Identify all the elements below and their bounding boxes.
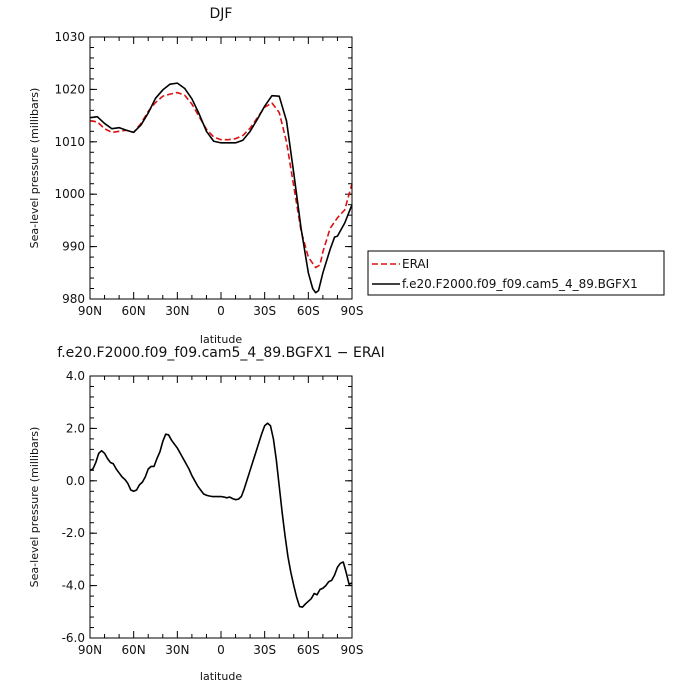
y-tick-label: 2.0 <box>66 421 85 435</box>
bottom-plot-frame <box>89 375 353 639</box>
x-tick-label: 30N <box>165 304 189 318</box>
legend: ERAI f.e20.F2000.f09_f09.cam5_4_89.BGFX1 <box>367 250 665 296</box>
top-ticks: 90N 60N 30N 0 30S 60S 90S 980 990 1000 1010 1020 103… <box>54 30 363 318</box>
bottom-ticks: 90N 60N 30N 0 30S 60S 90S -6.0 -4.0 -2.0 0.0 2.0 4.0 <box>62 369 364 657</box>
x-tick-label: 60N <box>122 304 146 318</box>
x-tick-label: 30N <box>165 643 189 657</box>
x-tick-label: 30S <box>253 643 276 657</box>
x-tick-label: 60N <box>122 643 146 657</box>
bottom-title: f.e20.F2000.f09_f09.cam5_4_89.BGFX1 − ER… <box>57 345 384 361</box>
y-tick-label: 980 <box>62 292 85 306</box>
bottom-ylabel: Sea-level pressure (millibars) <box>28 427 41 588</box>
x-tick-label: 0 <box>217 643 225 657</box>
series-line-1-0 <box>89 422 353 608</box>
top-series-group <box>89 82 353 294</box>
x-tick-label: 30S <box>253 304 276 318</box>
legend-label-model: f.e20.F2000.f09_f09.cam5_4_89.BGFX1 <box>402 277 638 291</box>
y-tick-label: 990 <box>62 240 85 254</box>
series-line-0-0 <box>89 91 353 269</box>
legend-label-erai: ERAI <box>402 257 429 271</box>
series-line-0-1 <box>89 82 353 294</box>
x-tick-label: 60S <box>297 304 320 318</box>
y-tick-label: -6.0 <box>62 631 85 645</box>
top-title: DJF <box>210 6 233 22</box>
x-tick-label: 0 <box>217 304 225 318</box>
y-tick-label: 0.0 <box>66 474 85 488</box>
y-tick-label: 4.0 <box>66 369 85 383</box>
y-tick-label: -2.0 <box>62 526 85 540</box>
top-plot-frame <box>89 36 353 300</box>
top-ylabel: Sea-level pressure (millibars) <box>28 88 41 249</box>
top-panel: DJF 90N 60N 30N 0 30S 60S 90S 980 990 1000 1010 102… <box>28 6 363 346</box>
y-tick-label: -4.0 <box>62 579 85 593</box>
bottom-series-group <box>89 422 353 608</box>
y-tick-label: 1000 <box>54 187 85 201</box>
y-tick-label: 1030 <box>54 30 85 44</box>
bottom-xlabel: latitude <box>200 670 242 683</box>
x-tick-label: 90N <box>78 304 102 318</box>
bottom-panel: f.e20.F2000.f09_f09.cam5_4_89.BGFX1 − ER… <box>28 345 385 683</box>
x-tick-label: 90S <box>341 304 364 318</box>
x-tick-label: 60S <box>297 643 320 657</box>
x-tick-label: 90N <box>78 643 102 657</box>
x-tick-label: 90S <box>341 643 364 657</box>
legend-box <box>367 250 665 296</box>
y-tick-label: 1020 <box>54 82 85 96</box>
y-tick-label: 1010 <box>54 135 85 149</box>
top-xlabel: latitude <box>200 333 242 346</box>
